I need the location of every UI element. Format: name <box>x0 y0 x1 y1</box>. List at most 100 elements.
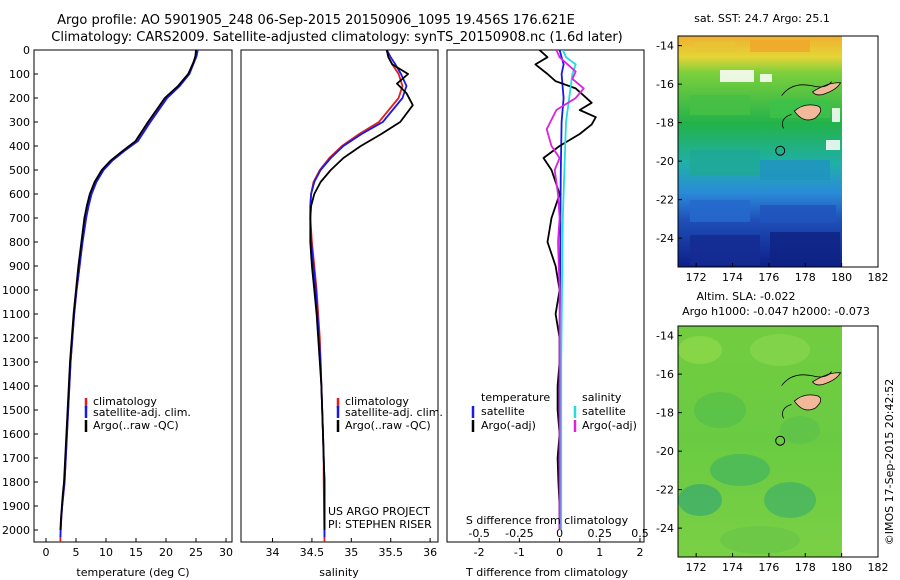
lon-tick-label: 182 <box>868 561 889 574</box>
sla-blob <box>710 454 770 486</box>
sla-map-title: Altim. SLA: -0.022 <box>696 290 795 303</box>
salinity-xlabel: salinity <box>319 566 359 579</box>
series-line-2 <box>59 50 197 531</box>
y-tick-label: 1900 <box>2 500 30 513</box>
difference-ticks: -2 -1 0 1 2 -0.5 -0.25 0 0.25 0.5 <box>468 527 648 559</box>
y-tick-label: 1100 <box>2 308 30 321</box>
y-tick-label: 600 <box>9 188 30 201</box>
difference-legend: temperature salinity satellite Argo(-adj… <box>471 391 637 432</box>
difference-axes-frame <box>446 49 645 543</box>
s-tick-label: 0 <box>556 527 563 540</box>
vanua-levu <box>811 372 842 386</box>
sla-blob <box>694 392 746 428</box>
sla-field-patches <box>678 334 820 554</box>
x-tick-label: 10 <box>99 546 113 559</box>
sla-blob <box>780 416 820 444</box>
y-tick-label: 1400 <box>2 380 30 393</box>
lat-tick-label: -16 <box>656 78 674 91</box>
fiji-landmass <box>775 81 842 156</box>
sst-patch <box>760 205 836 223</box>
sst-map-panel: sat. SST: 24.7 Argo: 25.1 172 174 176 178 18… <box>656 12 888 284</box>
y-tick-label: 1800 <box>2 476 30 489</box>
difference-panel: -2 -1 0 1 2 -0.5 -0.25 0 0.25 0.5 S difference fr… <box>446 49 649 579</box>
sst-patch <box>826 140 840 150</box>
y-tick-label: 1700 <box>2 452 30 465</box>
x-tick-label: -2 <box>474 546 485 559</box>
x-tick-label: 20 <box>159 546 173 559</box>
temperature-axes-frame <box>33 49 233 543</box>
y-tick-label: 1300 <box>2 356 30 369</box>
sla-blob <box>764 482 816 518</box>
x-tick-label: 2 <box>636 546 643 559</box>
y-tick-label: 300 <box>9 116 30 129</box>
legend-label-s-argo: Argo(-adj) <box>582 419 637 432</box>
sla-map-subtitle: Argo h1000: -0.047 h2000: -0.073 <box>682 305 870 318</box>
lat-tick-label: -24 <box>656 232 674 245</box>
legend-label-climatology: climatology <box>93 395 157 408</box>
series-line-0 <box>59 50 199 542</box>
lat-tick-label: -14 <box>656 40 674 53</box>
sst-patch <box>690 150 760 176</box>
series-line-3 <box>545 50 585 530</box>
sst-patch <box>720 70 754 82</box>
sst-field-patches <box>690 40 840 265</box>
legend-label-satellite: satellite-adj. clim. <box>93 406 191 419</box>
y-tick-label: 500 <box>9 164 30 177</box>
viti-levu <box>793 104 822 121</box>
fiji-landmass <box>775 371 842 446</box>
y-tick-label: 1500 <box>2 404 30 417</box>
legend-label-climatology: climatology <box>345 395 409 408</box>
lon-tick-label: 180 <box>831 561 852 574</box>
lon-tick-label: 176 <box>758 561 779 574</box>
salinity-legend: climatology satellite-adj. clim. Argo(..… <box>336 395 443 432</box>
lon-tick-label: 174 <box>722 271 743 284</box>
sla-field <box>678 326 842 557</box>
sst-map-frame <box>677 35 879 268</box>
x-tick-label: 35 <box>344 546 358 559</box>
legend-label-s-satellite: satellite <box>582 405 626 418</box>
sla-blob <box>678 336 722 364</box>
lon-tick-label: 178 <box>795 561 816 574</box>
vanua-levu <box>811 82 842 96</box>
lat-tick-label: -14 <box>656 330 674 343</box>
x-tick-label: 0 <box>556 546 563 559</box>
argo-float-marker <box>775 435 786 446</box>
temperature-legend: climatology satellite-adj. clim. Argo(..… <box>84 395 191 432</box>
lon-tick-label: 174 <box>722 561 743 574</box>
reef-outline <box>781 81 832 129</box>
sst-map-ticks: 172 174 176 178 180 182 -14 -16 -18 -20 -22 -24 <box>656 40 888 284</box>
sla-map-frame <box>677 325 879 558</box>
x-tick-label: 34.5 <box>300 546 325 559</box>
salinity-panel: 34 34.5 35 35.5 36 salinity climatology sate… <box>240 49 443 579</box>
legend-header-salinity: salinity <box>582 391 622 404</box>
temperature-panel: 0100200300400500600700800900100011001200… <box>2 44 233 579</box>
header-line-1: Argo profile: AO 5901905_248 06-Sep-2015… <box>57 13 575 28</box>
legend-label-t-satellite: satellite <box>481 405 525 418</box>
lon-tick-label: 182 <box>868 271 889 284</box>
legend-label-argo: Argo(..raw -QC) <box>93 419 179 432</box>
x-tick-label: 34 <box>266 546 280 559</box>
lat-tick-label: -20 <box>656 445 674 458</box>
sst-nodata-region <box>842 36 878 267</box>
sst-patch <box>690 235 760 265</box>
y-tick-label: 400 <box>9 140 30 153</box>
sst-patch <box>750 40 810 52</box>
sla-blob <box>678 484 722 516</box>
lon-tick-label: 172 <box>686 561 707 574</box>
x-tick-label: 25 <box>189 546 203 559</box>
lat-tick-label: -18 <box>656 407 674 420</box>
x-tick-label: 5 <box>73 546 80 559</box>
lat-tick-label: -20 <box>656 155 674 168</box>
sst-patch <box>770 232 840 264</box>
lon-tick-label: 176 <box>758 271 779 284</box>
sst-patch <box>690 95 750 115</box>
x-tick-label: 30 <box>219 546 233 559</box>
argo-float-marker <box>775 145 786 156</box>
sst-patch <box>760 74 772 82</box>
y-tick-label: 900 <box>9 260 30 273</box>
sst-patch <box>832 108 840 122</box>
lat-tick-label: -16 <box>656 368 674 381</box>
difference-series <box>534 50 597 530</box>
series-line-2 <box>309 50 414 530</box>
lat-tick-label: -18 <box>656 117 674 130</box>
